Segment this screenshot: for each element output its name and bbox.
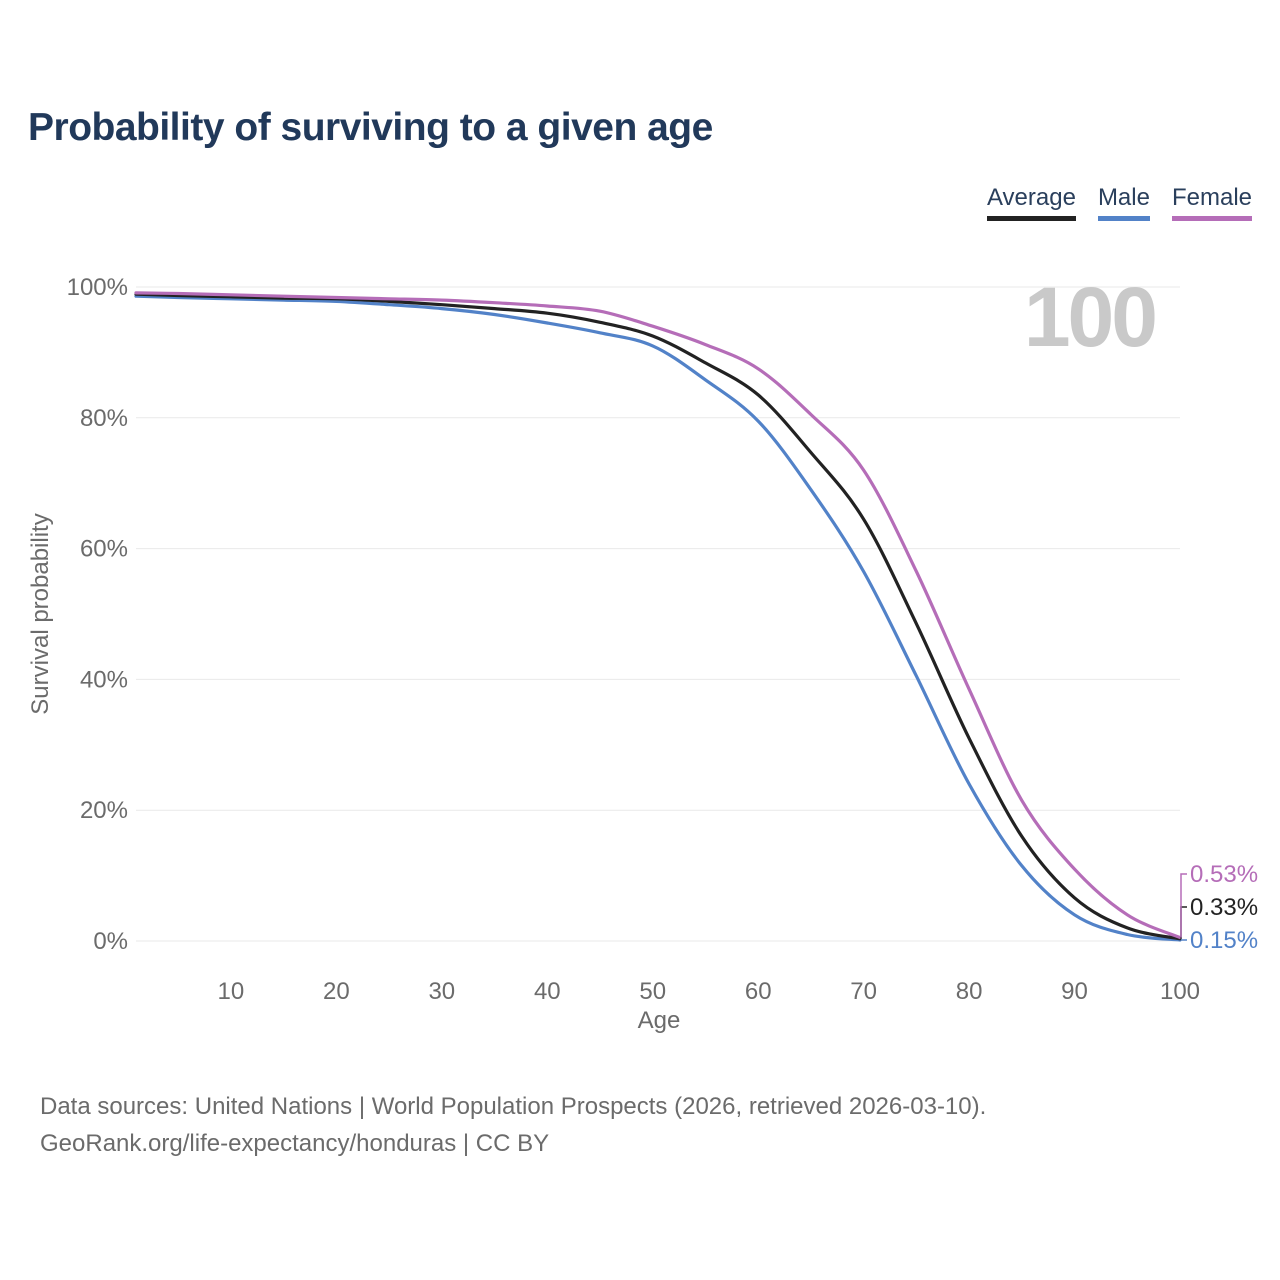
y-axis-title: Survival probability: [27, 513, 54, 714]
series-line-female: [134, 291, 1182, 940]
x-tick-label: 80: [956, 978, 983, 1005]
end-label-leader-average: [1180, 906, 1187, 939]
series-line-male: [134, 294, 1182, 942]
x-tick-label: 30: [428, 978, 455, 1005]
y-tick-label: 80%: [80, 405, 128, 432]
end-label-leader-female: [1180, 873, 1187, 938]
x-tick-label: 90: [1061, 978, 1088, 1005]
footer-line-2: GeoRank.org/life-expectancy/honduras | C…: [40, 1130, 550, 1157]
end-label-average: 0.33%: [1190, 894, 1258, 921]
watermark-age-100: 100: [1024, 270, 1155, 364]
y-tick-label: 20%: [80, 797, 128, 824]
y-tick-label: 40%: [80, 666, 128, 693]
x-tick-label: 10: [218, 978, 245, 1005]
end-label-male: 0.15%: [1190, 927, 1258, 954]
x-tick-label: 20: [323, 978, 350, 1005]
x-tick-label: 60: [745, 978, 772, 1005]
footer-line-1: Data sources: United Nations | World Pop…: [40, 1093, 987, 1120]
x-tick-label: 40: [534, 978, 561, 1005]
legend: Average Male Female: [986, 184, 1252, 221]
series-line-average: [134, 292, 1182, 941]
legend-item-female[interactable]: Female: [1171, 184, 1252, 221]
page-title: Probability of surviving to a given age: [28, 106, 713, 149]
x-tick-label: 70: [850, 978, 877, 1005]
legend-item-average[interactable]: Average: [986, 184, 1076, 221]
y-tick-label: 0%: [93, 928, 128, 955]
end-label-female: 0.53%: [1190, 861, 1258, 888]
x-axis-title: Age: [638, 1007, 681, 1034]
legend-item-male[interactable]: Male: [1097, 184, 1150, 221]
data-source-note: Data sources: United Nations | World Pop…: [40, 1088, 986, 1162]
y-tick-label: 60%: [80, 536, 128, 563]
y-tick-label: 100%: [67, 274, 128, 301]
x-tick-label: 100: [1160, 978, 1200, 1005]
x-tick-label: 50: [639, 978, 666, 1005]
